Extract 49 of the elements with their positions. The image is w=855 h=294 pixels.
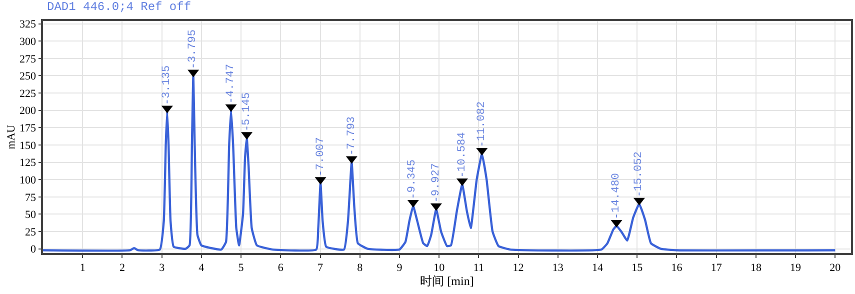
x-tick-label: 16 <box>671 262 683 274</box>
y-tick-label: 25 <box>25 226 37 238</box>
y-tick-label: 225 <box>20 88 37 100</box>
x-tick-label: 12 <box>512 262 524 274</box>
x-tick-label: 17 <box>710 262 722 274</box>
y-tick-label: 200 <box>20 105 37 118</box>
annotation: 3.795 <box>187 30 200 63</box>
annotation: 7.007 <box>314 137 327 170</box>
y-tick-label: 125 <box>20 157 37 170</box>
annotation: 10.584 <box>456 132 469 172</box>
x-tick-label: 4 <box>198 262 205 274</box>
x-tick-label: 3 <box>159 262 166 274</box>
x-tick-label: 15 <box>632 262 644 274</box>
y-axis-title: mAU <box>6 124 18 150</box>
annotation: 4.747 <box>225 64 238 97</box>
x-tick-label: 7 <box>318 262 324 274</box>
annotation: 14.480 <box>610 173 622 213</box>
x-tick-label: 1 <box>80 262 86 274</box>
x-tick-label: 10 <box>434 262 446 274</box>
x-tick-label: 5 <box>238 262 244 274</box>
y-tick-label: 300 <box>20 36 37 48</box>
y-tick-label: 150 <box>20 140 37 152</box>
annotation: 5.145 <box>241 92 254 126</box>
y-tick-label: 100 <box>20 174 37 186</box>
y-tick-label: 275 <box>20 53 37 66</box>
y-tick-label: 75 <box>25 192 37 204</box>
y-tick-label: 250 <box>20 70 37 83</box>
annotation: 9.927 <box>430 163 442 196</box>
x-tick-label: 18 <box>750 262 762 274</box>
x-tick-label: 6 <box>278 262 284 274</box>
y-tick-label: 0 <box>30 244 37 256</box>
annotation: 15.052 <box>633 152 646 192</box>
y-tick-label: 325 <box>20 18 37 31</box>
annotation: 7.793 <box>346 116 358 150</box>
x-tick-label: 14 <box>592 262 604 274</box>
chart-title: DAD1 446.0;4 Ref off <box>47 0 192 14</box>
annotation: 9.345 <box>406 160 419 193</box>
x-tick-label: 9 <box>396 262 403 274</box>
x-tick-label: 20 <box>830 262 842 274</box>
x-axis-title: 时间 [min] <box>420 274 474 288</box>
y-tick-label: 50 <box>25 209 37 222</box>
annotation: 3.135 <box>160 65 173 98</box>
x-tick-label: 8 <box>357 262 364 274</box>
x-tick-label: 19 <box>790 262 802 274</box>
x-tick-label: 2 <box>119 262 125 274</box>
y-tick-label: 175 <box>20 122 37 134</box>
x-tick-label: 13 <box>552 262 564 274</box>
x-tick-label: 11 <box>473 262 484 274</box>
annotation: 11.082 <box>476 101 488 142</box>
